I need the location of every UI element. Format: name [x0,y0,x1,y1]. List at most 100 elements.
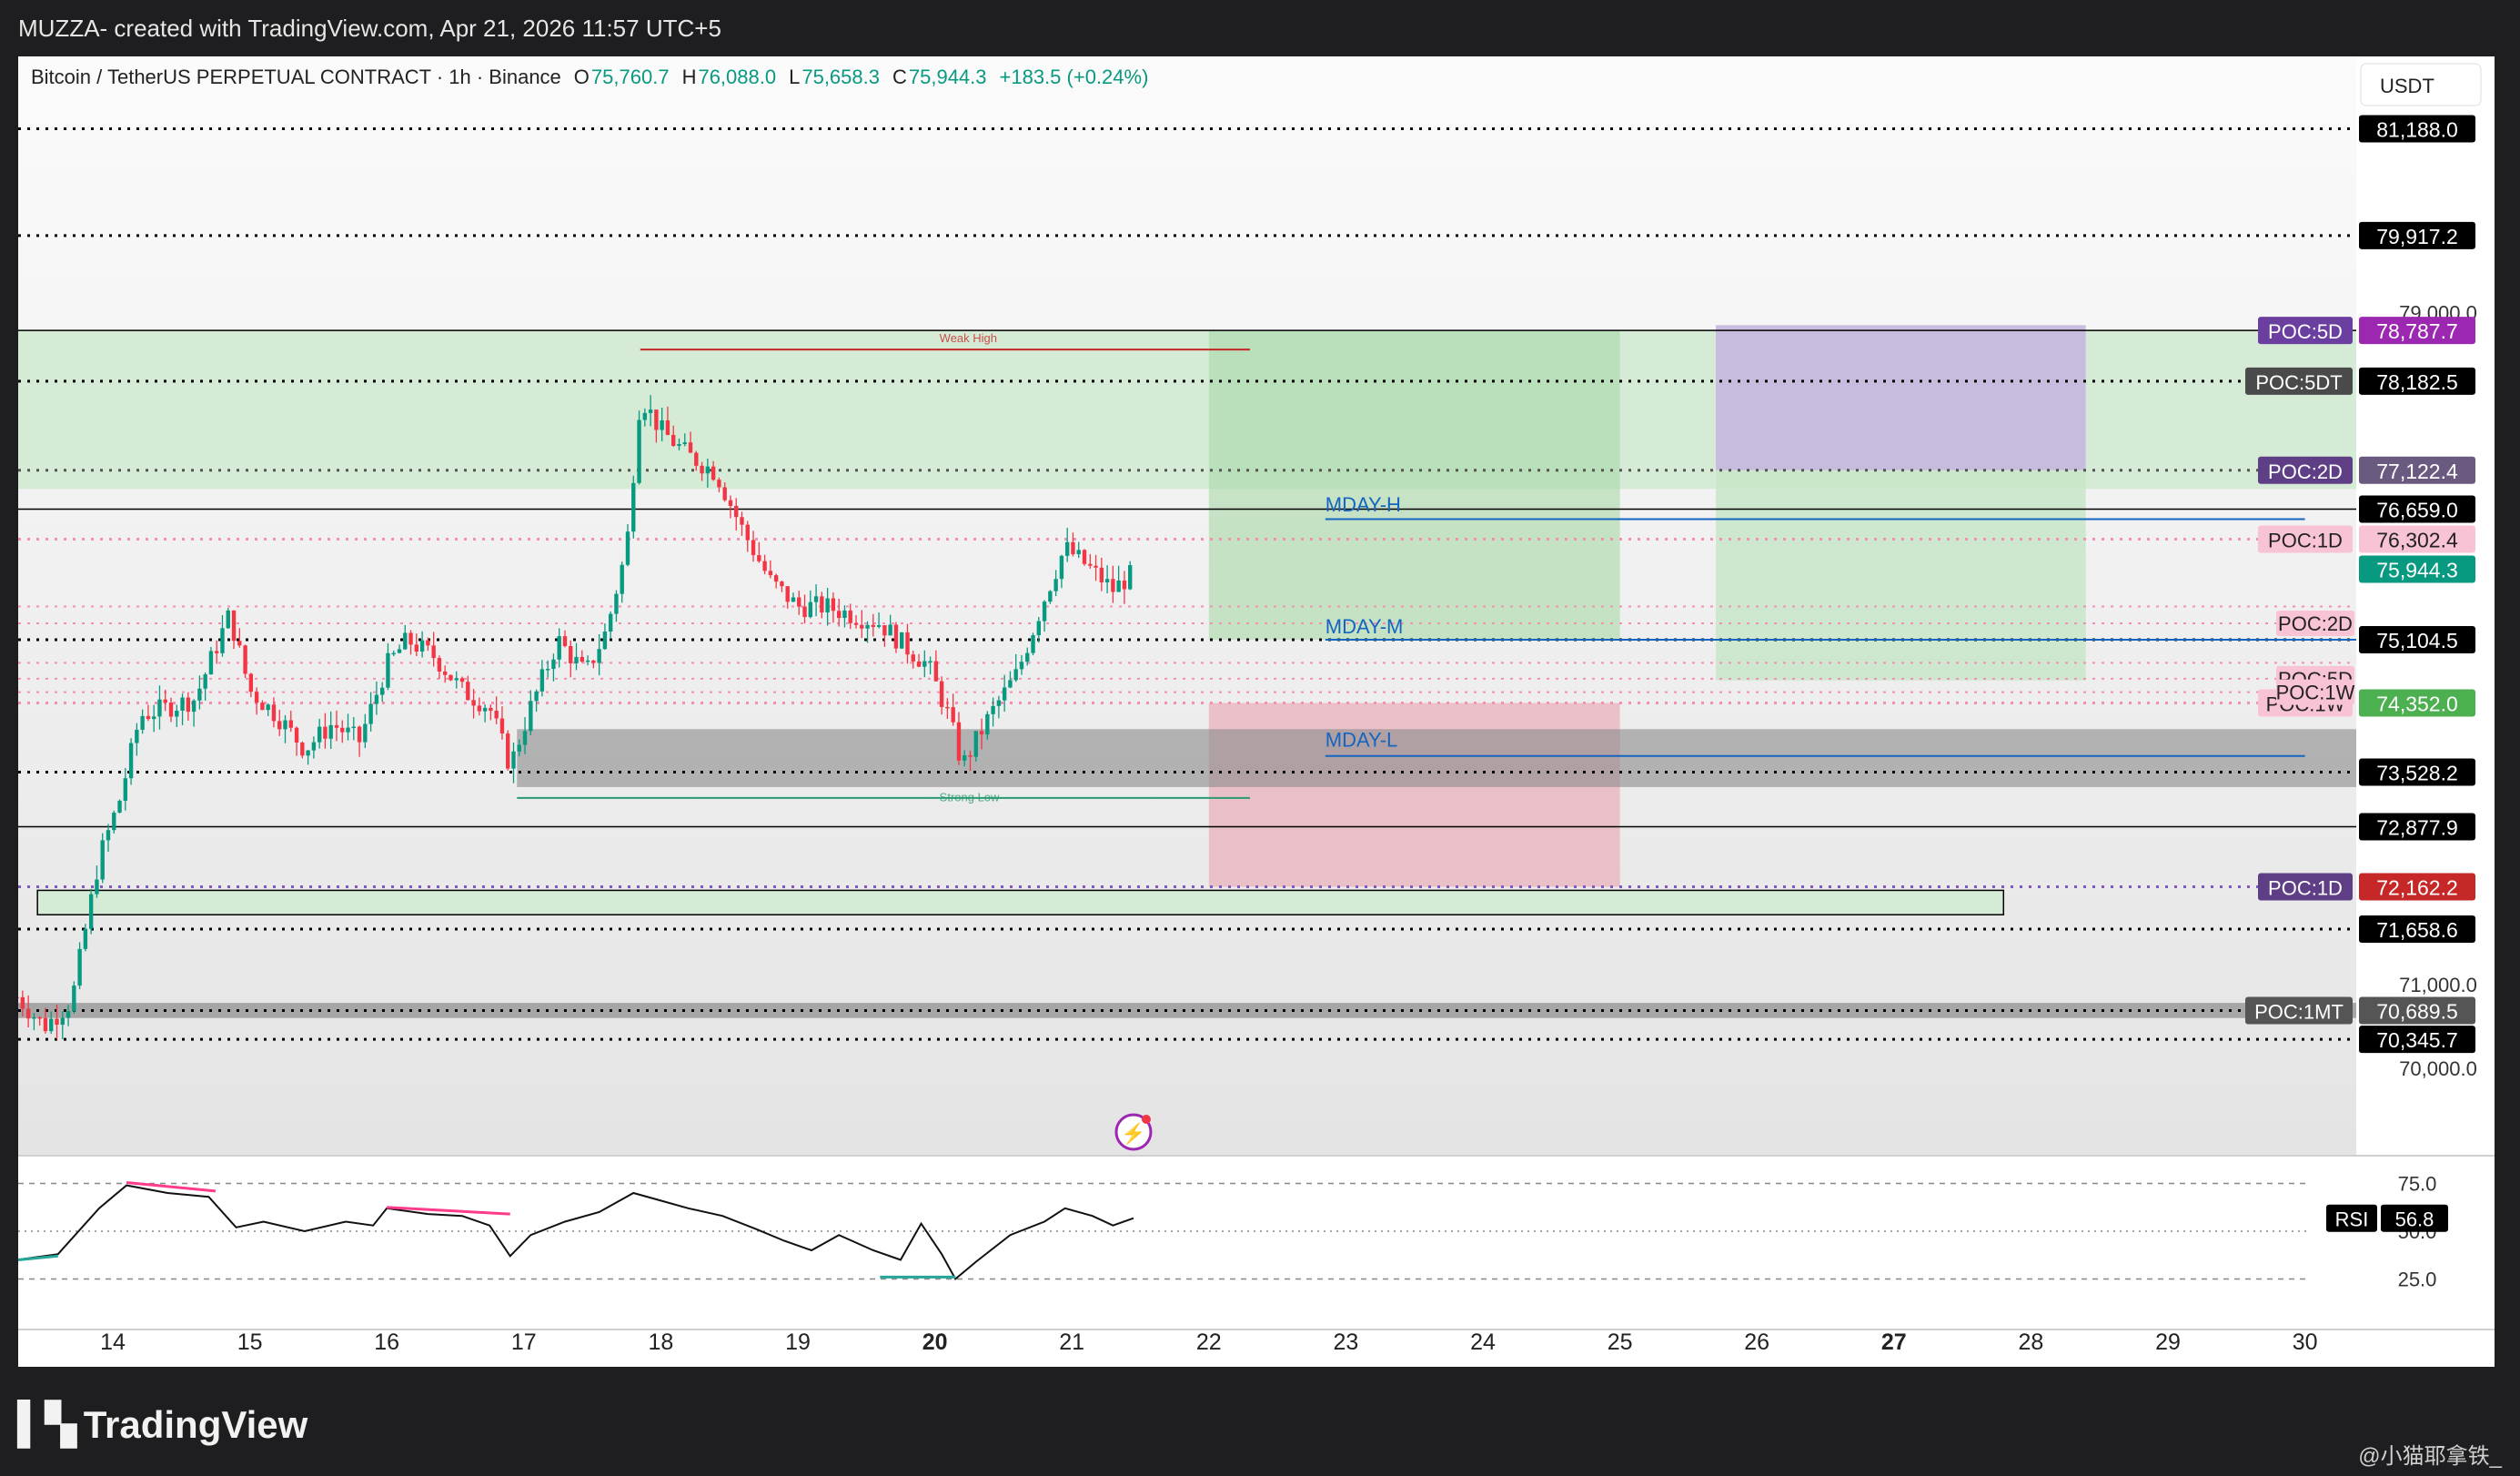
price-chart[interactable]: Weak High Strong Low MDAY-H MDAY-M MDAY-L Bit… [18,56,2495,1367]
price-badge-label: 75,104.5 [2376,629,2458,652]
price-badge [2359,689,2475,717]
candle-body [996,700,1002,706]
candle-body [773,575,779,582]
candle-body [77,948,82,986]
candle-body [1099,567,1104,582]
price-badge-label: 70,689.5 [2376,999,2458,1023]
candle-body [648,409,653,413]
candle-body [340,727,345,733]
price-badge-label: 76,302.4 [2376,528,2458,551]
candle-body [893,624,899,649]
legend-close-label: C [892,66,907,88]
time-tick: 28 [2018,1329,2043,1355]
candle-body [408,632,413,645]
candle-body [220,628,225,653]
candle-body [300,742,305,756]
candle-body [1076,550,1081,555]
candle-body [985,713,990,735]
currency-selector[interactable] [2360,63,2482,106]
candle-body [477,705,482,712]
candle-body [248,673,254,693]
candle-body [506,733,510,769]
candle-body [602,632,608,650]
long-target-zone [1208,330,1620,640]
price-badge [2359,317,2475,345]
price-badge-label: 81,188.0 [2376,118,2458,142]
price-badge-label: 73,528.2 [2376,761,2458,784]
annotation-weak-high: Weak High [940,331,997,345]
poc-tag [2245,996,2353,1025]
candle-body [591,660,596,663]
candle-body [545,669,550,671]
candle-body [1048,591,1053,602]
candle-body [151,716,156,720]
candle-body [517,744,521,752]
candle-body [186,697,191,713]
candle-body [306,750,310,756]
green-zone-right [1716,470,2086,681]
candle-body [963,755,967,761]
candle-body [757,555,761,561]
candle-body [379,687,385,695]
time-tick: 16 [374,1329,399,1355]
candle-body [363,723,368,743]
candle-body [933,661,939,682]
price-tick: 70,000.0 [2399,1057,2477,1080]
time-tick: 23 [1333,1329,1358,1355]
alert-lightning-icon[interactable] [1114,1113,1153,1151]
candle-body [597,649,601,663]
last-price-label: 75,944.3 [2376,558,2458,581]
candle-body [311,742,317,751]
candle-body [916,661,922,667]
candle-body [853,622,859,625]
time-tick: 27 [1881,1329,1907,1355]
poc-tag-label: POC:2D [2278,612,2353,635]
candle-body [215,651,219,653]
candle-body [614,593,619,614]
candle-body [351,726,357,729]
price-badge [2359,367,2475,395]
candle-body [294,727,299,743]
candle-body [494,711,499,719]
candle-body [168,703,174,717]
rsi-level-label: 75.0 [2398,1173,2437,1196]
poc-tag-label: POC:5DT [2255,371,2342,394]
chart-frame[interactable]: Weak High Strong Low MDAY-H MDAY-M MDAY-L Bit… [18,56,2495,1367]
tradingview-logo: ▍▚ TradingView [18,1401,307,1448]
candle-body [562,636,568,646]
poc-tag [2276,610,2354,636]
time-tick: 25 [1608,1329,1633,1355]
candle-body [551,659,556,670]
price-badge-label: 72,877.9 [2376,815,2458,839]
candle-body [1104,579,1110,582]
candle-body [534,691,539,702]
candle-body [1064,541,1070,556]
lightning-icon: ⚡ [1121,1122,1145,1146]
candle-body [780,581,784,587]
candle-body [580,656,585,662]
rsi-tag-label: RSI [2335,1208,2369,1231]
price-badge-label: 79,917.2 [2376,225,2458,248]
candle-body [728,500,733,506]
candle-body [414,644,419,652]
legend-low-label: L [789,66,800,88]
candle-body [768,571,773,576]
candle-body [95,879,99,895]
candle-body [254,692,259,703]
candle-body [260,703,265,711]
candle-body [620,564,624,594]
candle-body [43,1017,48,1032]
candle-body [140,715,145,730]
candle-body [569,645,573,663]
time-tick: 15 [237,1329,263,1355]
candle-body [888,624,892,636]
candle-body [539,669,545,692]
price-badge [2359,495,2475,523]
candle-body [426,640,430,646]
candle-body [871,624,876,627]
candle-body [700,465,704,474]
candle-body [1013,669,1018,681]
candle-body [991,705,995,714]
time-tick: 18 [648,1329,673,1355]
candle-body [785,586,790,602]
